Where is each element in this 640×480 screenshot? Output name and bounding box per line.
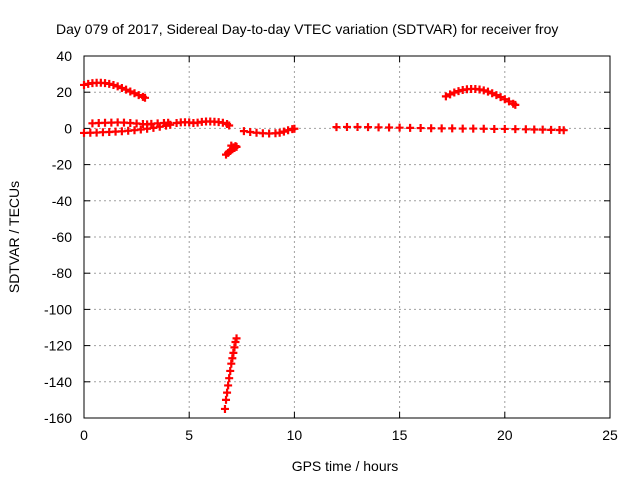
chart-title: Day 079 of 2017, Sidereal Day-to-day VTE…	[56, 21, 558, 37]
data-series	[80, 78, 568, 413]
y-tick-label: 20	[56, 84, 72, 100]
y-tick-label: -20	[52, 157, 72, 173]
data-point	[141, 93, 150, 102]
grid	[84, 56, 610, 418]
x-tick-label: 20	[497, 427, 513, 443]
data-point	[220, 404, 229, 413]
data-point	[427, 124, 436, 133]
data-point	[113, 82, 122, 91]
y-tick-label: 40	[56, 48, 72, 64]
x-tick-label: 0	[80, 427, 88, 443]
data-point	[547, 125, 556, 134]
data-point	[406, 123, 415, 132]
y-tick-label: 0	[64, 120, 72, 136]
data-point	[511, 125, 520, 134]
data-point	[469, 124, 478, 133]
data-point	[109, 80, 118, 89]
data-point	[559, 126, 568, 135]
data-point	[496, 93, 505, 102]
y-tick-label: -80	[52, 265, 72, 281]
data-point	[530, 125, 539, 134]
data-point	[479, 86, 488, 95]
data-point	[224, 381, 233, 390]
x-axis-label: GPS time / hours	[292, 458, 399, 474]
plot-frame	[83, 55, 611, 419]
data-point	[353, 122, 362, 131]
data-point	[218, 118, 227, 127]
x-tick-label: 15	[392, 427, 408, 443]
data-point	[130, 89, 139, 98]
data-point	[223, 388, 232, 397]
data-point	[343, 122, 351, 131]
data-point	[437, 124, 446, 133]
data-point	[374, 123, 383, 132]
data-point	[290, 124, 299, 133]
data-point	[500, 124, 509, 133]
data-point	[231, 142, 240, 151]
data-point	[492, 91, 501, 100]
data-point	[490, 124, 499, 133]
y-tick-label: -120	[44, 338, 72, 354]
data-point	[483, 87, 492, 96]
data-point	[511, 100, 520, 109]
x-tick-label: 10	[287, 427, 303, 443]
x-tick-label: 25	[602, 427, 618, 443]
data-point	[521, 125, 530, 134]
data-point	[448, 124, 457, 133]
data-point	[538, 125, 547, 134]
data-point	[164, 118, 173, 127]
data-point	[416, 124, 425, 133]
data-point	[446, 90, 455, 99]
data-point	[488, 89, 497, 98]
data-point	[232, 334, 241, 343]
data-point	[450, 88, 459, 97]
x-tick-label: 5	[185, 427, 193, 443]
data-point	[505, 97, 514, 106]
data-point	[364, 123, 373, 132]
data-point	[279, 127, 288, 136]
data-point	[458, 124, 467, 133]
data-point	[226, 366, 235, 375]
data-point	[395, 123, 404, 132]
y-axis-label: SDTVAR / TECUs	[6, 181, 22, 293]
data-point	[479, 124, 488, 133]
data-point	[222, 395, 231, 404]
y-tick-label: -100	[44, 301, 72, 317]
y-tick-label: -40	[52, 193, 72, 209]
y-tick-label: -60	[52, 229, 72, 245]
data-point	[441, 92, 450, 101]
data-point	[117, 84, 126, 93]
data-point	[385, 123, 394, 132]
data-point	[225, 121, 234, 130]
ticks: 0 5 10 15 20 25 40 20 0 -20 -40 -60 -80 -100 -120 -140 -…	[44, 48, 618, 443]
data-point	[126, 87, 135, 96]
y-tick-label: -140	[44, 374, 72, 390]
data-point	[332, 123, 341, 132]
data-point	[122, 85, 131, 94]
data-point	[500, 95, 509, 104]
y-tick-label: -160	[44, 410, 72, 426]
data-point	[134, 91, 143, 100]
data-point	[225, 374, 234, 383]
